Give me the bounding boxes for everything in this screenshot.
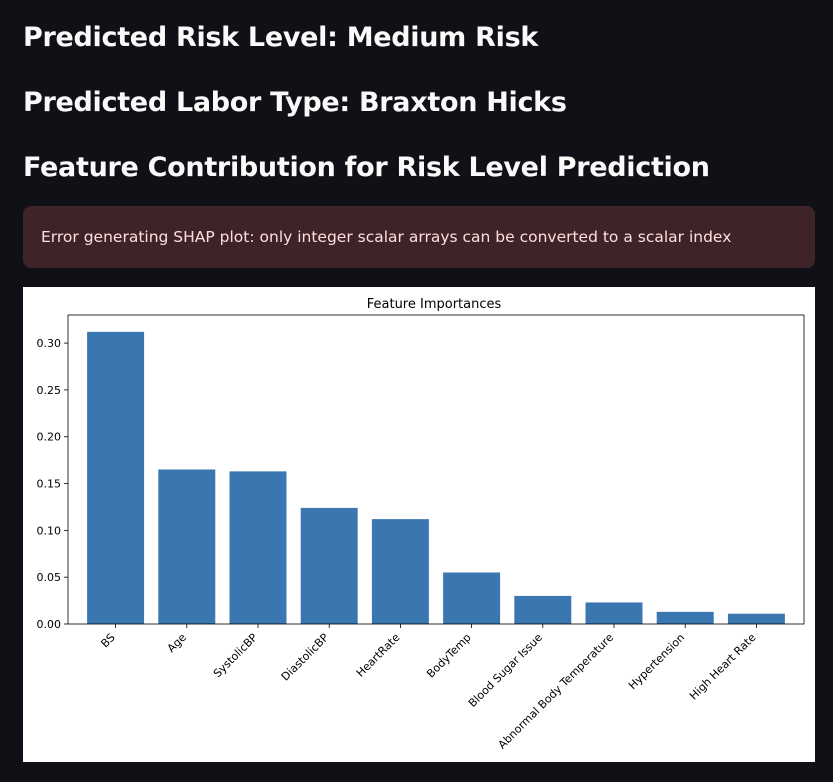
bar <box>371 519 429 624</box>
error-alert: Error generating SHAP plot: only integer… <box>23 206 815 268</box>
y-tick-label: 0.00 <box>37 618 62 631</box>
bars <box>87 331 785 624</box>
bar <box>300 507 358 624</box>
bar <box>443 572 501 624</box>
bar <box>656 611 714 624</box>
plot-frame <box>67 314 805 625</box>
y-tick-label: 0.25 <box>37 384 62 397</box>
feature-contribution-heading: Feature Contribution for Risk Level Pred… <box>23 152 710 183</box>
y-tick-label: 0.15 <box>37 478 62 491</box>
bar <box>727 613 785 624</box>
y-tick-label: 0.20 <box>37 431 62 444</box>
x-tick-label: DiastolicBP <box>279 631 332 684</box>
bar <box>585 602 643 624</box>
risk-level-heading: Predicted Risk Level: Medium Risk <box>23 22 538 53</box>
x-tick-label: SystolicBP <box>211 631 260 680</box>
bar <box>514 595 572 624</box>
x-tick-label: High Heart Rate <box>687 631 759 703</box>
x-tick-label: BS <box>98 631 117 650</box>
feature-importance-chart: Feature Importances 0.00 0.05 0.10 0.15 0.20… <box>37 297 805 752</box>
x-tick-label: Hypertension <box>626 631 687 692</box>
labor-type-heading: Predicted Labor Type: Braxton Hicks <box>23 87 567 118</box>
y-axis: 0.00 0.05 0.10 0.15 0.20 0.25 0.30 <box>37 337 68 631</box>
x-tick-label: Age <box>165 631 189 655</box>
y-tick-label: 0.05 <box>37 571 62 584</box>
bar <box>87 331 145 624</box>
x-tick-label: BodyTemp <box>424 631 474 681</box>
bar <box>158 469 216 624</box>
error-alert-message: Error generating SHAP plot: only integer… <box>41 228 732 246</box>
x-tick-label: Abnormal Body Temperature <box>496 631 617 752</box>
x-tick-label: HeartRate <box>354 631 403 680</box>
y-tick-label: 0.30 <box>37 337 62 350</box>
chart-title: Feature Importances <box>367 297 502 312</box>
x-axis: BS Age SystolicBP DiastolicBP HeartRate BodyT… <box>98 624 759 752</box>
feature-importance-figure: Feature Importances 0.00 0.05 0.10 0.15 0.20… <box>23 287 815 762</box>
y-tick-label: 0.10 <box>37 524 62 537</box>
x-tick-label: Blood Sugar Issue <box>466 631 545 710</box>
bar <box>229 471 287 624</box>
